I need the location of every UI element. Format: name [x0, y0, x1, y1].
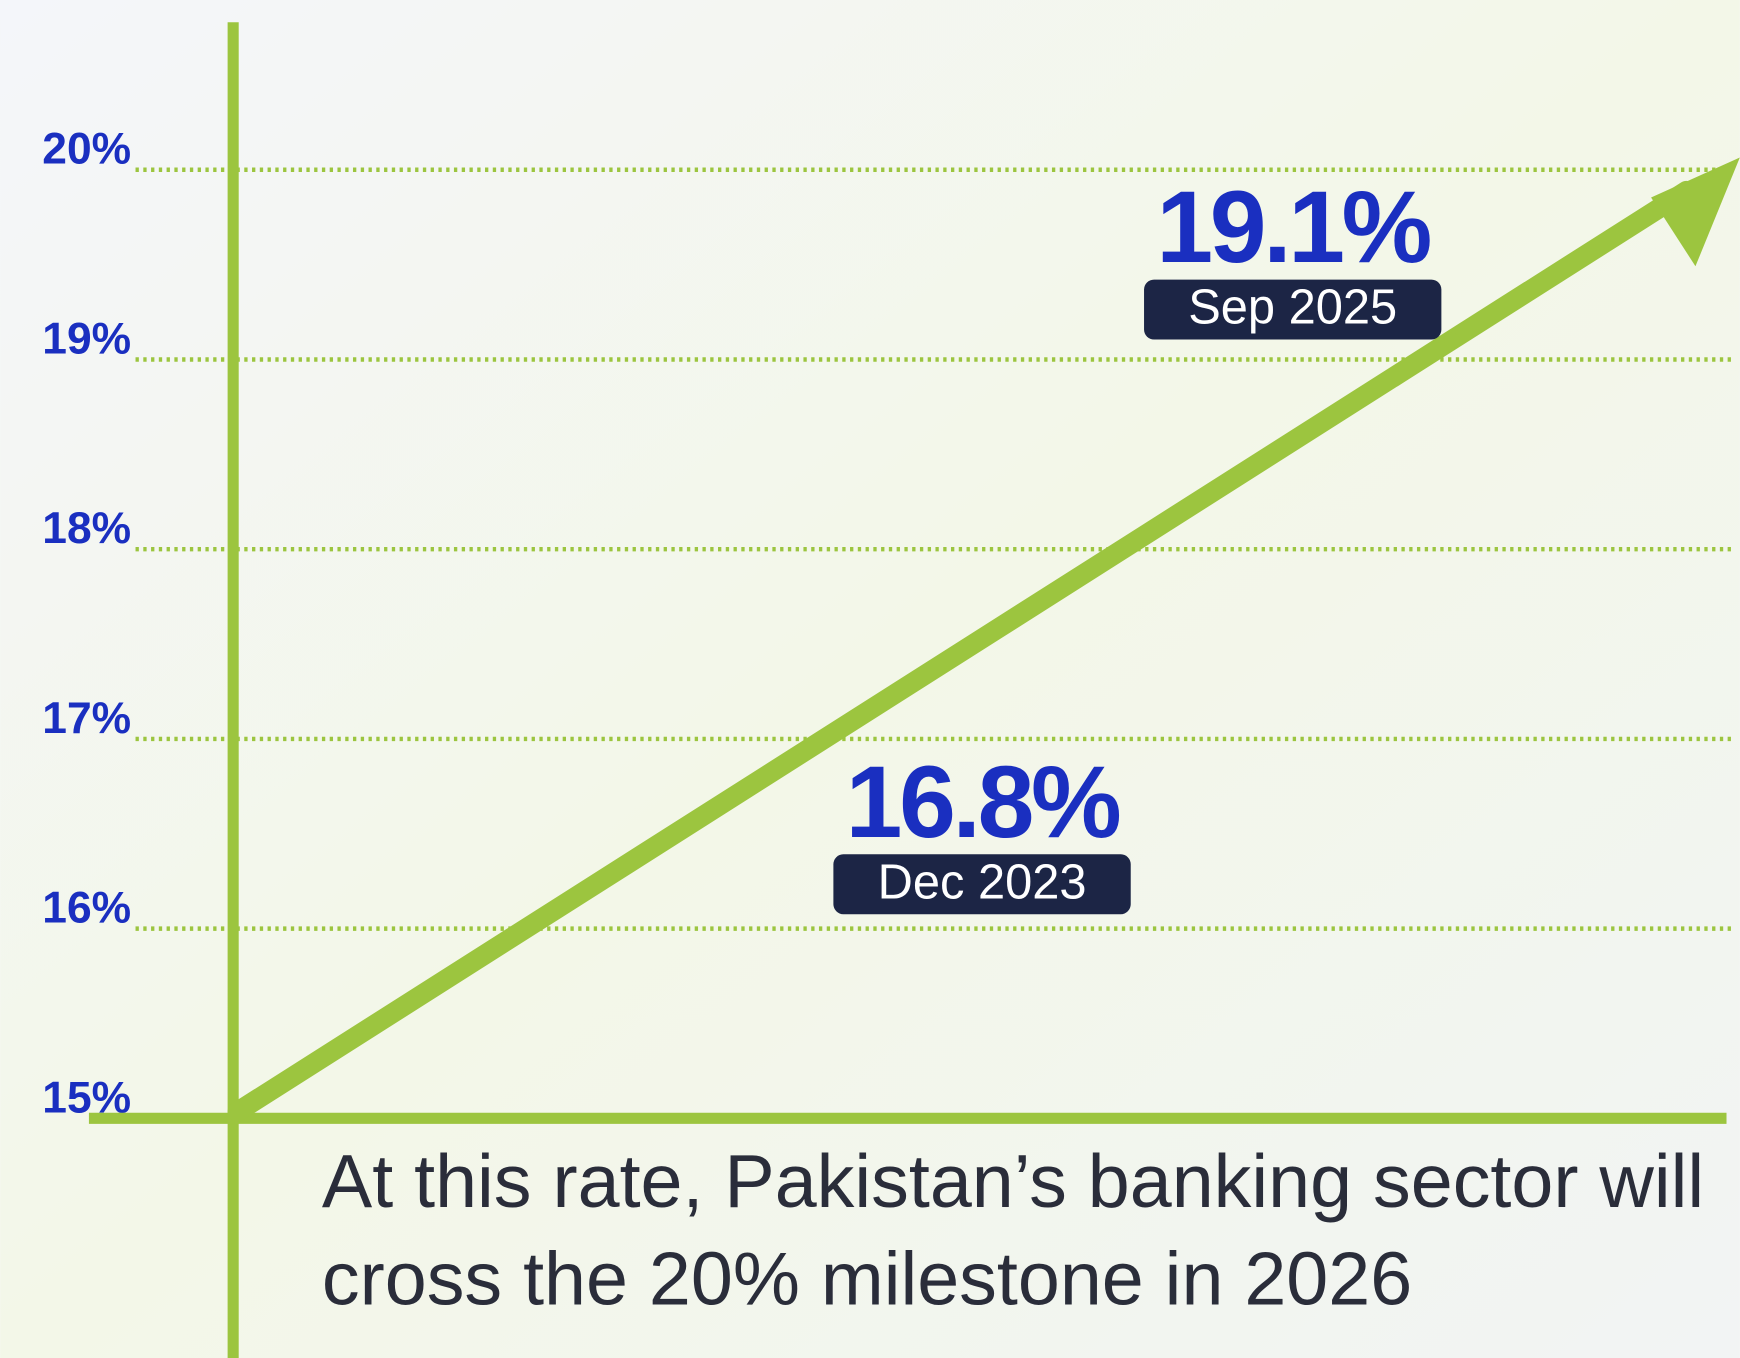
- annotation: At this rate, Pakistan’s banking sector …: [322, 1139, 1704, 1223]
- annotation: cross the 20% milestone in 2026: [322, 1237, 1412, 1321]
- y-tick-label: 16%: [42, 884, 131, 933]
- data-point: [757, 769, 773, 785]
- value-label: 16.8%: [846, 745, 1120, 859]
- y-tick-label: 17%: [42, 694, 131, 743]
- y-tick-label: 20%: [42, 125, 131, 174]
- value-label: 19.1%: [1156, 170, 1430, 284]
- y-tick-label: 18%: [42, 504, 131, 553]
- category-label: Sep 2025: [1188, 281, 1397, 335]
- data-point: [1444, 333, 1460, 349]
- category-label: Dec 2023: [878, 855, 1087, 909]
- chart: 15%16%17%18%19%20% 16.8%Dec 202319.1%Sep…: [0, 0, 1740, 1358]
- y-tick-label: 19%: [42, 314, 131, 363]
